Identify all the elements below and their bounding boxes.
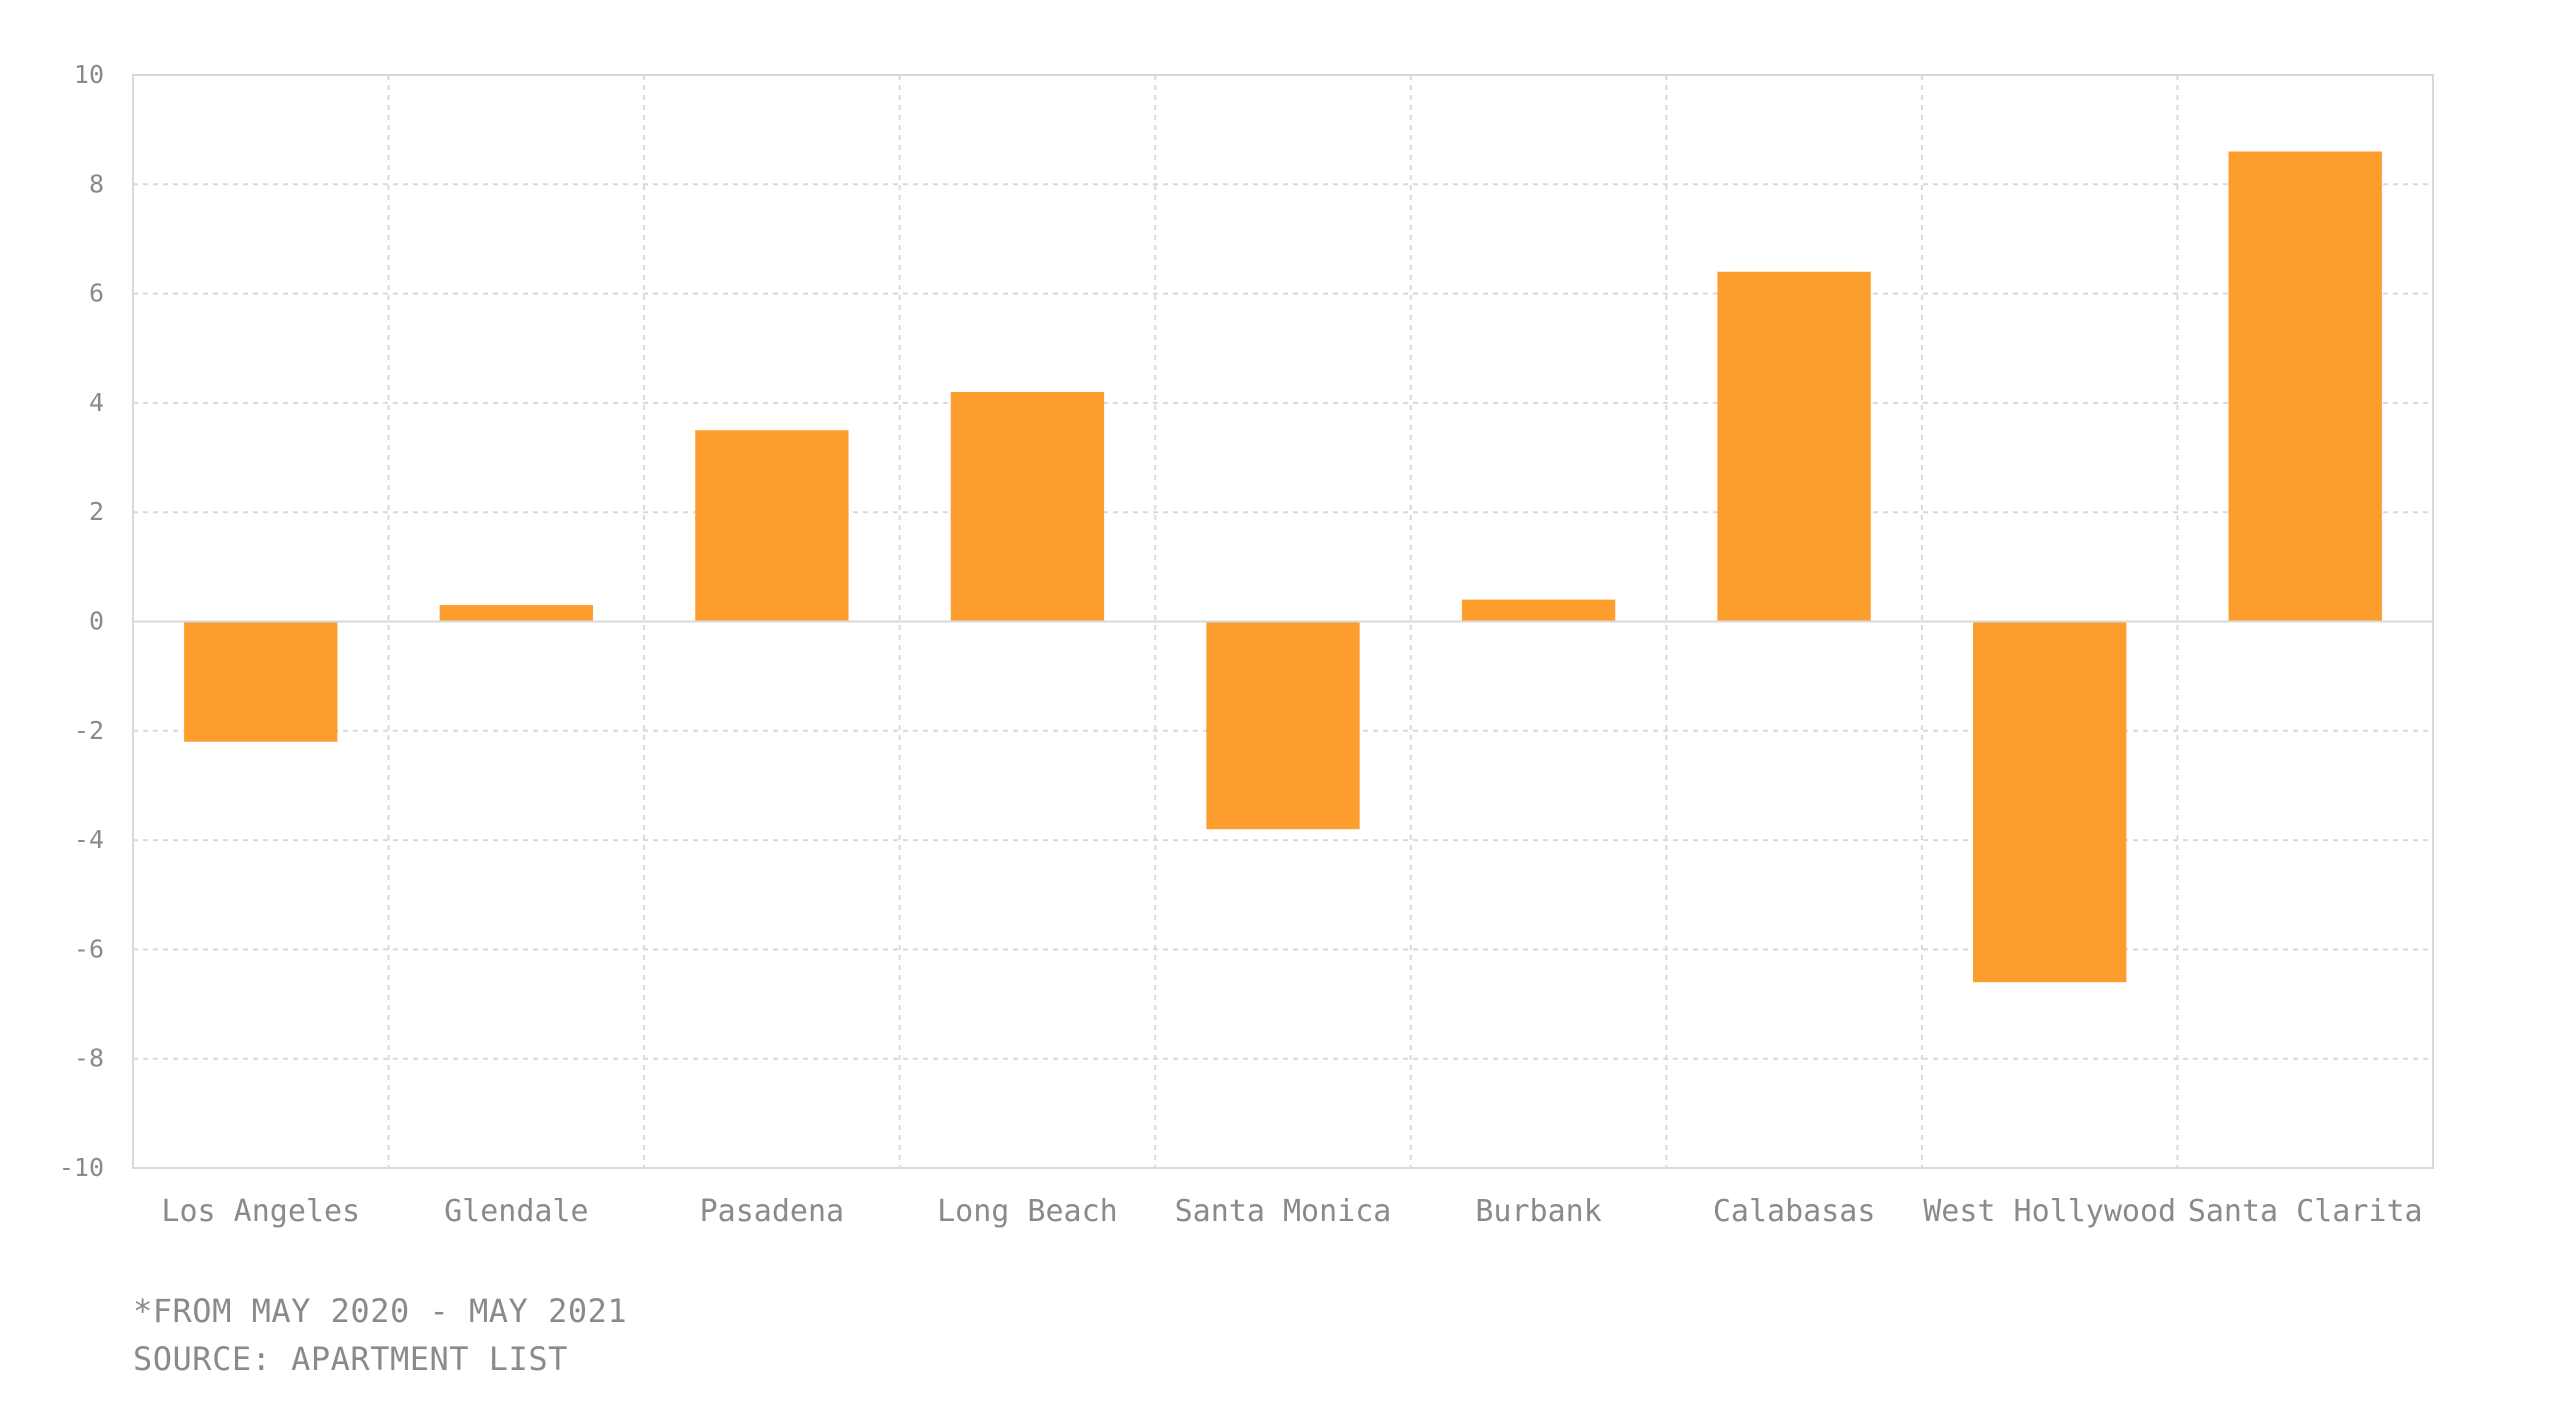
- x-tick-label: Calabasas: [1713, 1194, 1876, 1229]
- bar: [1461, 599, 1616, 622]
- x-tick-label: Burbank: [1475, 1194, 1601, 1229]
- bar: [1973, 621, 2127, 983]
- x-tick-label: West Hollywood: [1923, 1194, 2176, 1229]
- axes: [132, 74, 2434, 1169]
- source-note: SOURCE: APARTMENT LIST: [133, 1340, 568, 1378]
- y-tick-label: 10: [74, 60, 104, 89]
- bar: [439, 605, 593, 622]
- x-tick-label: Santa Clarita: [2188, 1194, 2423, 1229]
- y-tick-label: 8: [89, 169, 104, 198]
- x-tick-label: Glendale: [444, 1194, 589, 1229]
- y-tick-label: -4: [74, 825, 104, 854]
- bar: [695, 430, 849, 622]
- bar: [950, 391, 1105, 622]
- x-tick-label: Los Angeles: [161, 1194, 360, 1229]
- y-tick-label: -6: [74, 934, 104, 963]
- y-tick-label: 4: [89, 388, 104, 417]
- y-tick-labels: 10 8 6 4 2 0 -2 -4 -6 -8 -10: [59, 60, 104, 1182]
- bar: [1717, 271, 1871, 622]
- x-tick-label: Pasadena: [700, 1194, 845, 1229]
- y-tick-label: 0: [89, 607, 104, 636]
- bar: [184, 621, 338, 742]
- x-tick-label: Long Beach: [937, 1194, 1118, 1229]
- y-tick-label: 2: [89, 497, 104, 526]
- y-tick-label: 6: [89, 279, 104, 308]
- bars: [184, 151, 2382, 983]
- x-tick-label: Santa Monica: [1175, 1194, 1392, 1229]
- x-tick-labels: Los Angeles Glendale Pasadena Long Beach San…: [161, 1194, 2422, 1229]
- bar: [2228, 151, 2382, 622]
- y-tick-label: -8: [74, 1044, 104, 1073]
- bar: [1206, 621, 1360, 830]
- y-tick-label: -2: [74, 716, 104, 745]
- y-tick-label: -10: [59, 1153, 104, 1182]
- date-range-note: *FROM MAY 2020 - MAY 2021: [133, 1292, 628, 1330]
